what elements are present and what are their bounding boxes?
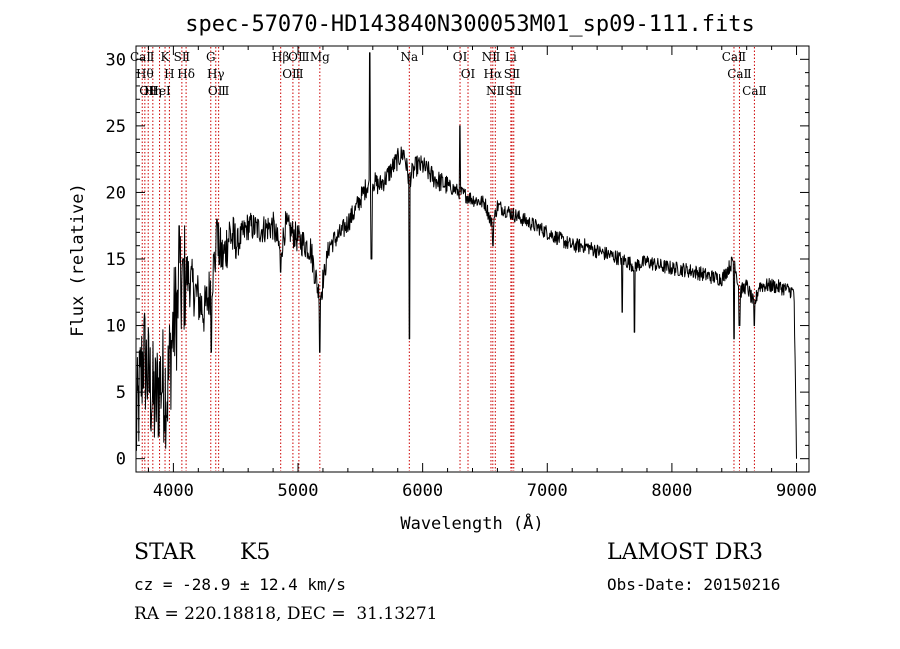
plot-frame [135, 45, 810, 473]
line-marker-label: CaⅡ [727, 67, 752, 81]
line-marker-label: CaⅡ [742, 84, 767, 98]
line-marker-label: OⅡ [139, 84, 157, 98]
line-marker-label: Hα [484, 67, 503, 81]
line-marker-label: CaⅡ [722, 50, 747, 64]
line-marker-label: SⅡ [504, 67, 520, 81]
spectral-subclass: K5 [240, 540, 271, 565]
line-marker-label: G [206, 50, 216, 64]
line-marker-label: CaⅡ [130, 50, 155, 64]
line-marker-label: OⅢ [282, 67, 303, 81]
line-marker-label: NⅡ [486, 84, 505, 98]
x-tick-label: 4000 [153, 481, 194, 501]
line-marker-label: Mg [310, 50, 330, 64]
line-marker-label: OⅢ [208, 84, 229, 98]
y-tick-label: 15 [106, 250, 126, 270]
chart-title: spec-57070-HD143840N300053M01_sp09-111.f… [185, 12, 755, 37]
line-marker-label: Hδ [177, 67, 195, 81]
x-axis-ticks: 4000 5000 6000 7000 8000 9000 [147, 46, 817, 501]
line-marker-label: OⅠ [453, 50, 468, 64]
survey-name: LAMOST DR3 [607, 540, 763, 565]
y-tick-label: 25 [106, 117, 126, 137]
y-axis-label: Flux (relative) [68, 183, 88, 337]
line-marker-label: OⅠ [461, 67, 476, 81]
y-axis-ticks: 0 5 10 15 20 25 30 [106, 50, 809, 470]
y-tick-label: 5 [116, 383, 126, 403]
line-marker-label: Hη [144, 84, 162, 98]
line-marker-label: OⅢ [288, 50, 309, 64]
line-marker-label: K [161, 50, 171, 64]
spectrum-line [135, 52, 797, 459]
object-class: STAR [134, 540, 195, 565]
emission-line-markers [141, 47, 755, 471]
line-marker-label: HeⅠ [148, 84, 171, 98]
y-tick-label: 20 [106, 183, 126, 203]
x-tick-label: 5000 [278, 481, 319, 501]
x-tick-label: 8000 [651, 481, 692, 501]
y-tick-label: 10 [106, 317, 126, 337]
redshift-velocity: cz = -28.9 ± 12.4 km/s [134, 575, 346, 594]
line-marker-label: NⅡ [482, 50, 501, 64]
line-marker-label: H [164, 67, 174, 81]
line-marker-label: Hθ [136, 67, 154, 81]
line-marker-label: SⅡ [174, 50, 190, 64]
line-marker-label: Li [505, 50, 517, 64]
observation-date: Obs-Date: 20150216 [607, 575, 781, 594]
line-marker-label: SⅡ [506, 84, 522, 98]
x-tick-label: 6000 [402, 481, 443, 501]
y-tick-label: 0 [116, 450, 126, 470]
line-marker-label: Hγ [207, 67, 225, 81]
line-marker-label: Hβ [272, 50, 289, 64]
x-axis-label: Wavelength (Å) [400, 512, 543, 534]
x-tick-label: 9000 [776, 481, 817, 501]
x-tick-label: 7000 [527, 481, 568, 501]
sky-coordinates: RA = 220.18818, DEC = 31.13271 [134, 604, 438, 624]
y-tick-label: 30 [106, 50, 126, 70]
line-marker-label: Na [400, 50, 418, 64]
